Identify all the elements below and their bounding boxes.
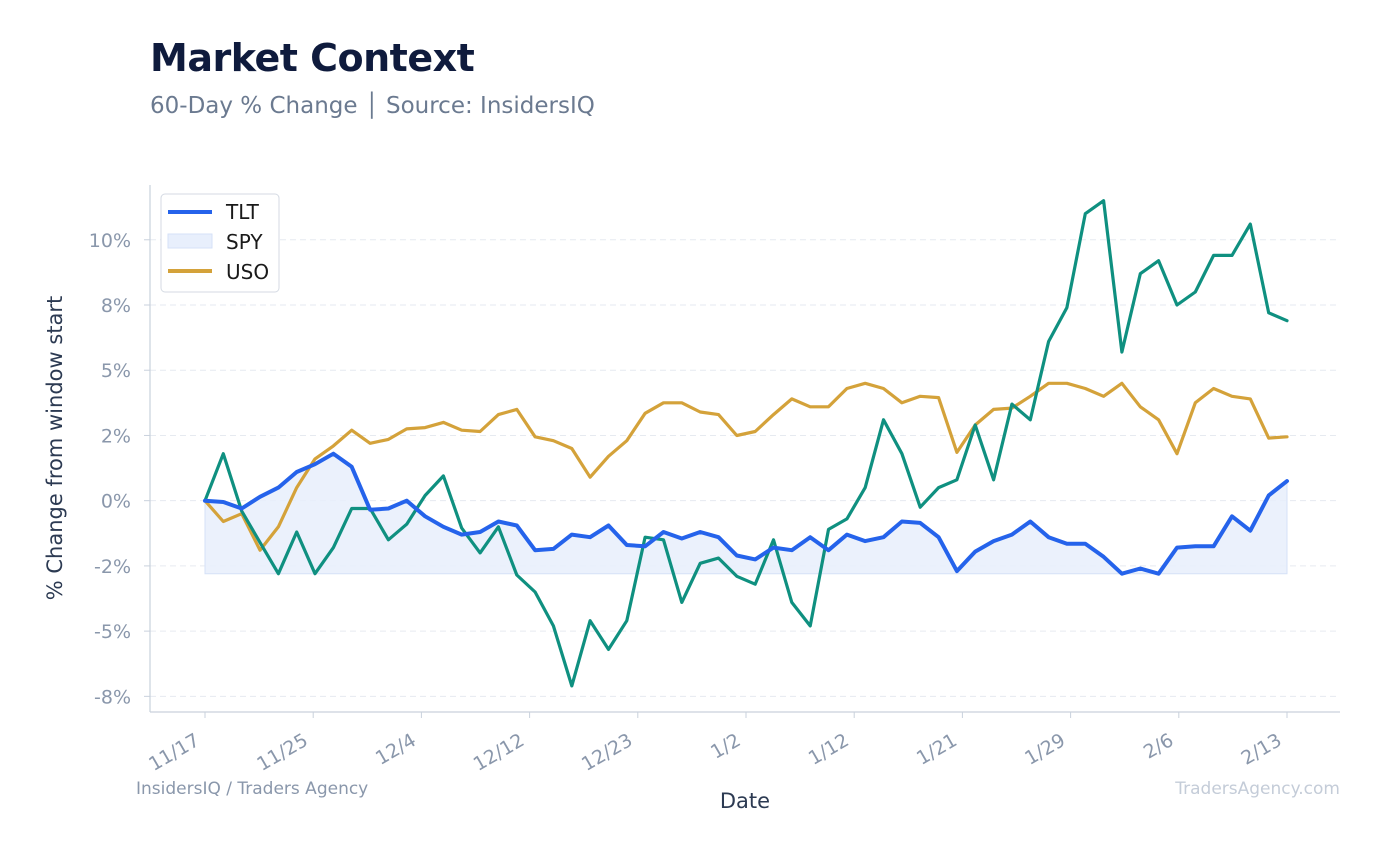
y-tick-label: -2% bbox=[94, 556, 131, 578]
y-tick-label: 10% bbox=[89, 230, 131, 252]
legend-label-uso: USO bbox=[226, 260, 269, 284]
legend-swatch-spy bbox=[167, 233, 213, 249]
x-tick-label: 1/29 bbox=[1021, 729, 1069, 769]
x-tick-label: 1/2 bbox=[707, 729, 744, 763]
y-tick-label: 2% bbox=[101, 425, 131, 447]
x-axis-label: Date bbox=[720, 789, 770, 813]
legend-label-tlt: TLT bbox=[225, 200, 260, 224]
x-tick-label: 2/6 bbox=[1140, 729, 1177, 763]
x-tick-label: 11/25 bbox=[253, 729, 311, 775]
y-tick-label: -8% bbox=[94, 686, 131, 708]
legend-label-spy: SPY bbox=[226, 230, 263, 254]
y-axis-label: % Change from window start bbox=[43, 296, 67, 601]
x-tick-label: 11/17 bbox=[145, 729, 203, 775]
grid-lines bbox=[150, 239, 1340, 697]
footer-credit: InsidersIQ / Traders Agency bbox=[136, 779, 369, 799]
footer-watermark: TradersAgency.com bbox=[1175, 779, 1340, 799]
x-tick-label: 2/13 bbox=[1238, 729, 1286, 769]
x-tick-label: 12/12 bbox=[470, 729, 528, 775]
x-tick-label: 1/21 bbox=[913, 729, 961, 769]
series-line-uso bbox=[203, 381, 1289, 552]
series-lines bbox=[203, 199, 1289, 688]
legend: TLT SPY USO bbox=[160, 193, 280, 293]
y-tick-label: -5% bbox=[94, 621, 131, 643]
y-tick-label: 8% bbox=[101, 295, 131, 317]
chart-title: Market Context bbox=[150, 36, 475, 80]
x-tick-label: 1/12 bbox=[805, 729, 853, 769]
x-tick-label: 12/4 bbox=[372, 729, 420, 769]
chart-subtitle: 60-Day % Change │ Source: InsidersIQ bbox=[150, 93, 595, 119]
y-tick-label: 0% bbox=[101, 491, 131, 513]
y-tick-label: 5% bbox=[101, 360, 131, 382]
legend-box bbox=[160, 193, 280, 293]
series-line-spy bbox=[203, 199, 1289, 688]
series-line-tlt bbox=[203, 451, 1289, 576]
axes bbox=[144, 185, 1340, 718]
x-tick-label: 12/23 bbox=[578, 729, 636, 775]
